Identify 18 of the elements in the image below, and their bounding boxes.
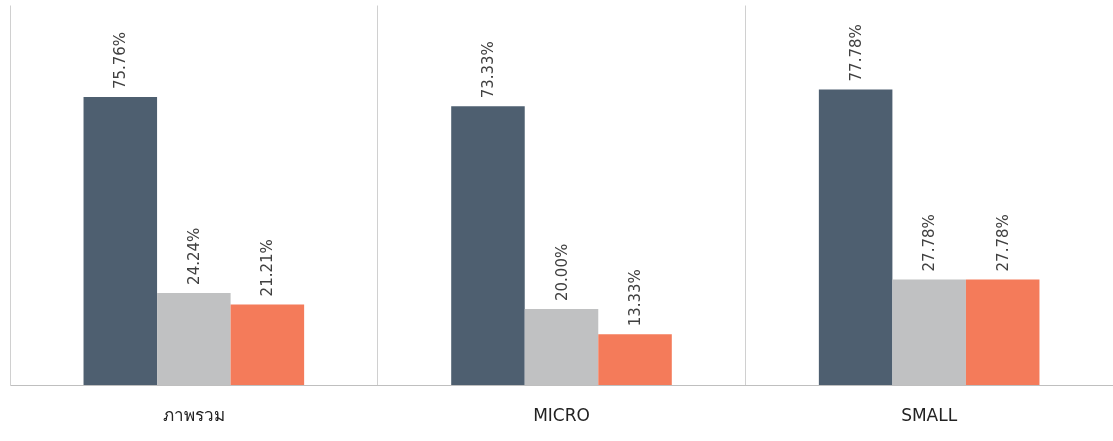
bar [83,97,158,385]
bar [230,304,305,385]
x-tick-label: SMALL [901,404,958,425]
data-label: 75.76% [111,31,130,90]
data-label: 77.78% [846,24,865,82]
bar [451,106,525,385]
data-label: 73.33% [478,41,497,99]
x-tick-label: MICRO [533,404,590,425]
data-label: 20.00% [552,243,571,301]
bar [965,279,1040,385]
data-label: 27.78% [993,214,1012,272]
data-label: 27.78% [920,214,939,272]
data-label: 24.24% [184,227,203,285]
bar [818,89,893,385]
x-tick-label: ภาพรวม [162,404,225,425]
data-label: 21.21% [258,239,277,297]
data-label: 13.33% [626,269,645,327]
bar [598,334,672,385]
